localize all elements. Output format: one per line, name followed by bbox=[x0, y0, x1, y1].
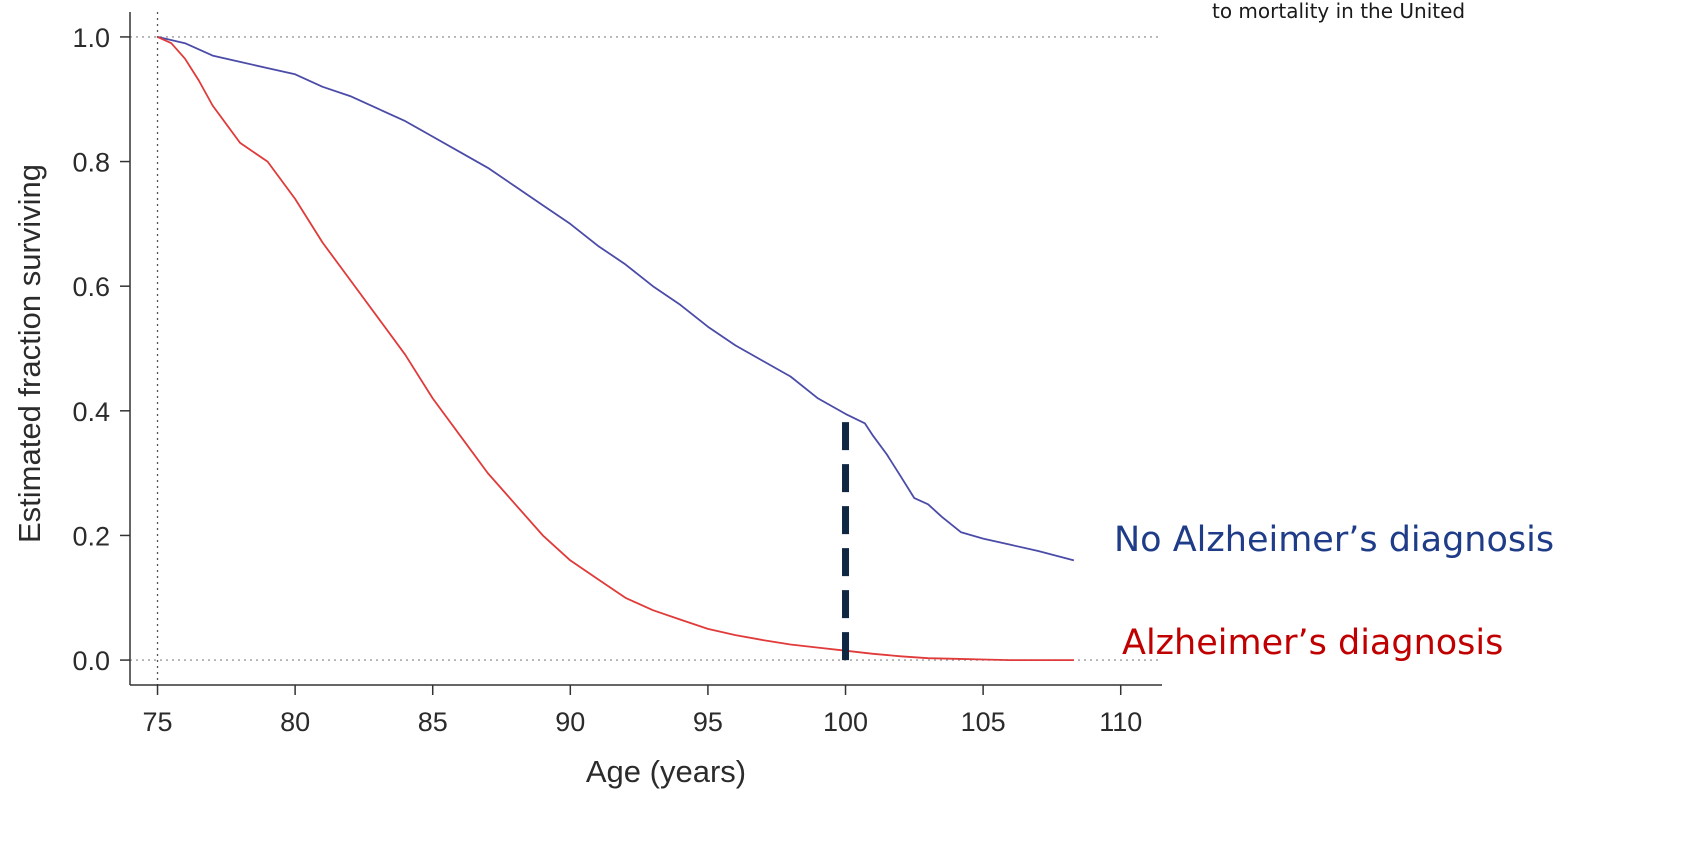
x-axis-label: Age (years) bbox=[586, 754, 746, 789]
x-tick-label: 90 bbox=[555, 707, 585, 737]
y-tick-label: 0.0 bbox=[72, 646, 110, 676]
x-tick-label: 110 bbox=[1099, 707, 1142, 737]
x-tick-label: 85 bbox=[418, 707, 448, 737]
y-tick-label: 0.8 bbox=[72, 148, 110, 178]
cropped-note-text: to mortality in the United bbox=[1212, 0, 1465, 23]
axes: 75 80 85 90 95 100 105 110 0.0 0.2 0.4 0.6 0.8 1.0 bbox=[72, 12, 1162, 737]
series-lines bbox=[157, 36, 1075, 661]
series-line-0 bbox=[157, 36, 1075, 562]
y-tick-label: 0.6 bbox=[72, 272, 110, 302]
x-tick-label: 80 bbox=[280, 707, 310, 737]
x-ticks: 75 80 85 90 95 100 105 110 bbox=[142, 685, 1142, 737]
x-tick-label: 105 bbox=[961, 707, 1006, 737]
y-tick-label: 0.4 bbox=[72, 397, 110, 427]
x-tick-label: 95 bbox=[693, 707, 723, 737]
y-ticks: 0.0 0.2 0.4 0.6 0.8 1.0 bbox=[72, 23, 130, 676]
reference-lines bbox=[130, 12, 1162, 685]
x-tick-label: 100 bbox=[823, 707, 868, 737]
y-tick-label: 1.0 bbox=[72, 23, 110, 53]
y-tick-label: 0.2 bbox=[72, 521, 110, 551]
legend-no-alzheimers: No Alzheimer’s diagnosis bbox=[1114, 520, 1554, 560]
y-axis-label: Estimated fraction surviving bbox=[12, 164, 47, 543]
legend-alzheimers: Alzheimer’s diagnosis bbox=[1122, 623, 1503, 663]
series-line-1 bbox=[157, 36, 1074, 661]
x-tick-label: 75 bbox=[142, 707, 172, 737]
